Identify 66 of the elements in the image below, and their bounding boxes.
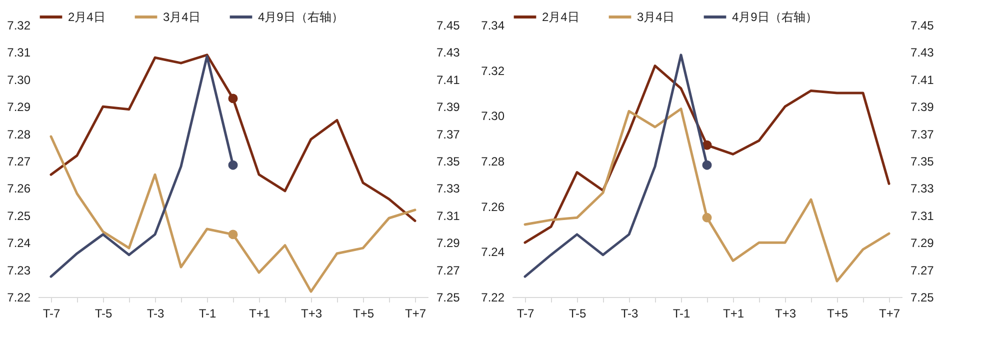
x-tick-label: T+1 [722,306,744,320]
y2-tick-label: 7.29 [436,236,460,250]
x-tick-label: T+3 [774,306,796,320]
y-tick-label: 7.24 [481,245,505,260]
y2-tick-label: 7.43 [436,46,460,60]
x-tick-label: T-5 [568,306,586,320]
legend-label: 3月4日 [637,10,674,24]
x-tick-label: T+3 [300,306,322,320]
y2-tick-label: 7.29 [910,236,934,250]
x-tick-label: T-5 [94,306,112,320]
x-tick-label: T+7 [404,306,426,320]
y-tick-label: 7.32 [7,18,31,32]
y2-tick-label: 7.41 [910,72,934,87]
y2-tick-label: 7.41 [436,72,460,87]
legend-label: 2月4日 [542,10,580,24]
legend-label: 2月4日 [68,10,106,24]
line-series [50,135,416,293]
y2-tick-label: 7.33 [910,182,934,196]
y2-tick-label: 7.35 [436,154,460,168]
y2-tick-label: 7.39 [436,100,460,114]
x-tick-label: T+5 [352,306,374,320]
y2-tick-label: 7.31 [910,208,934,223]
line-series [524,108,890,282]
y-tick-label: 7.22 [7,290,31,304]
x-tick-label: T-1 [198,306,216,320]
y-tick-label: 7.27 [7,154,31,168]
x-tick-label: T-3 [146,306,164,320]
x-tick-label: T-1 [672,306,690,320]
y2-tick-label: 7.37 [910,127,934,142]
y-tick-label: 7.31 [7,46,31,60]
y2-tick-label: 7.33 [436,182,460,196]
y2-tick-label: 7.43 [910,46,934,60]
line-series [524,64,890,244]
y-tick-label: 7.32 [481,64,505,78]
y-tick-label: 7.28 [481,154,505,168]
y2-tick-label: 7.45 [436,18,460,32]
legend-label: 3月4日 [163,10,200,24]
y-tick-label: 7.30 [7,72,31,87]
line-series [50,54,416,222]
legend-label: 4月9日（右轴） [732,10,818,24]
x-tick-label: T-7 [516,306,534,320]
x-tick-label: T+5 [826,306,848,320]
y-tick-label: 7.30 [481,109,505,124]
y-tick-label: 7.26 [481,200,505,214]
y2-tick-label: 7.37 [436,127,460,142]
y2-tick-label: 7.39 [910,100,934,114]
x-tick-label: T+7 [878,306,900,320]
y-tick-label: 7.25 [7,208,31,223]
y-tick-label: 7.29 [7,100,31,114]
y2-tick-label: 7.45 [910,18,934,32]
y-tick-label: 7.22 [481,290,505,304]
x-tick-label: T-7 [42,306,60,320]
y2-tick-label: 7.27 [436,263,460,278]
y2-tick-label: 7.35 [910,154,934,168]
y2-tick-label: 7.27 [910,263,934,278]
x-tick-label: T+1 [248,306,270,320]
y2-tick-label: 7.25 [910,290,934,304]
y-tick-label: 7.26 [7,182,31,196]
y-tick-label: 7.28 [7,127,31,142]
y-tick-label: 7.34 [481,18,505,32]
legend-label: 4月9日（右轴） [258,10,344,24]
y-tick-label: 7.24 [7,236,31,250]
x-tick-label: T-3 [620,306,638,320]
y2-tick-label: 7.31 [436,208,460,223]
y2-tick-label: 7.25 [436,290,460,304]
y-tick-label: 7.23 [7,263,31,278]
